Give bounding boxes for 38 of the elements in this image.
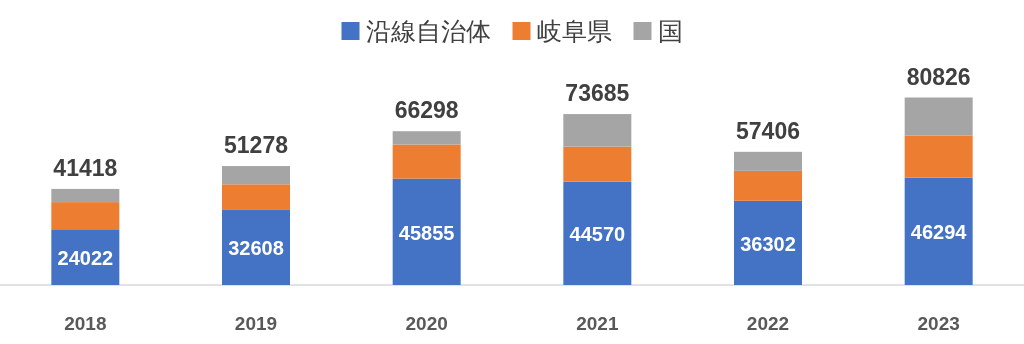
- bar: [222, 209, 290, 285]
- data-label: 24022: [57, 247, 114, 270]
- data-label: 36302: [740, 232, 796, 255]
- bar: [904, 135, 973, 178]
- total-label: 66298: [394, 97, 459, 124]
- bar: [51, 202, 120, 230]
- bar: [734, 200, 802, 285]
- bar: [392, 178, 461, 285]
- bar: [734, 170, 802, 201]
- x-tick-label: 2020: [405, 313, 448, 334]
- data-label: 45855: [398, 221, 455, 244]
- legend-label: 沿線自治体: [365, 17, 491, 45]
- bar: [904, 177, 973, 285]
- data-label: 32608: [228, 237, 284, 260]
- x-tick-label: 2022: [746, 313, 790, 334]
- bar: [563, 114, 632, 147]
- bar: [563, 181, 632, 285]
- total-label: 41418: [53, 154, 118, 181]
- x-tick-label: 2018: [64, 313, 107, 334]
- bar: [222, 166, 290, 185]
- total-label: 80826: [906, 63, 971, 90]
- legend-label: 国: [657, 17, 683, 45]
- bar: [734, 151, 802, 171]
- x-tick-label: 2023: [917, 313, 960, 334]
- bar: [563, 146, 632, 182]
- x-tick-label: 2019: [234, 313, 278, 334]
- x-tick-label: 2021: [576, 313, 619, 334]
- bar: [392, 144, 461, 179]
- bar: [222, 184, 290, 210]
- total-label: 57406: [736, 117, 800, 144]
- total-label: 73685: [565, 80, 630, 107]
- bar: [904, 97, 973, 136]
- data-label: 46294: [910, 221, 968, 244]
- total-label: 51278: [224, 132, 289, 159]
- data-label: 44570: [569, 223, 626, 246]
- bar: [392, 131, 461, 145]
- legend-label: 岐阜県: [536, 17, 612, 45]
- bar: [51, 188, 120, 203]
